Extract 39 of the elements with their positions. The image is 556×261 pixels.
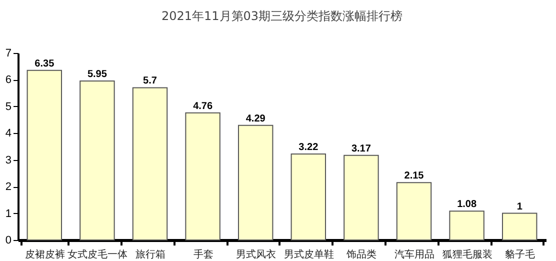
x-tick-label: 女式皮毛一体 — [68, 248, 128, 260]
y-tick-label: 5 — [5, 100, 12, 113]
data-label: 4.76 — [193, 100, 213, 112]
x-tick-label: 貉子毛 — [505, 248, 536, 260]
x-tick-label: 狐狸毛服装 — [442, 248, 492, 260]
bar — [502, 212, 538, 240]
bar — [449, 210, 484, 240]
data-label: 1 — [516, 201, 523, 212]
bar — [344, 154, 379, 240]
y-tick-label: 3 — [5, 154, 12, 166]
bar — [26, 70, 62, 240]
data-label: 4.29 — [246, 113, 266, 124]
y-tick-label: 4 — [5, 128, 12, 140]
chart-title: 2021年11月第03期三级分类指数涨幅排行榜 — [161, 9, 403, 23]
y-tick-label: 6 — [5, 74, 12, 86]
data-label: 6.35 — [34, 58, 55, 70]
data-label: 3.17 — [351, 143, 372, 154]
x-tick-label: 饰品类 — [346, 248, 377, 260]
x-tick-label: 手套 — [193, 248, 214, 260]
x-tick-label: 男式风衣 — [236, 248, 276, 260]
bar — [290, 153, 326, 240]
x-tick-label: 汽车用品 — [394, 248, 434, 260]
data-label: 3.22 — [298, 142, 319, 153]
y-tick-label: 1 — [5, 208, 12, 220]
x-tick-label: 男式皮单鞋 — [284, 248, 334, 260]
x-tick-label: 旅行箱 — [136, 248, 166, 260]
x-tick-label: 皮裙皮裤 — [24, 248, 65, 260]
data-label: 1.08 — [457, 199, 477, 210]
bar — [396, 182, 432, 240]
y-tick-label: 7 — [5, 48, 12, 60]
data-label: 5.7 — [143, 76, 158, 87]
y-tick-label: 0 — [5, 234, 12, 246]
data-label: 2.15 — [404, 170, 424, 182]
bar — [238, 124, 274, 240]
bar — [132, 87, 168, 240]
y-tick-label: 2 — [5, 181, 12, 194]
data-label: 5.95 — [87, 69, 108, 80]
bar — [185, 112, 220, 240]
bar — [80, 80, 115, 240]
